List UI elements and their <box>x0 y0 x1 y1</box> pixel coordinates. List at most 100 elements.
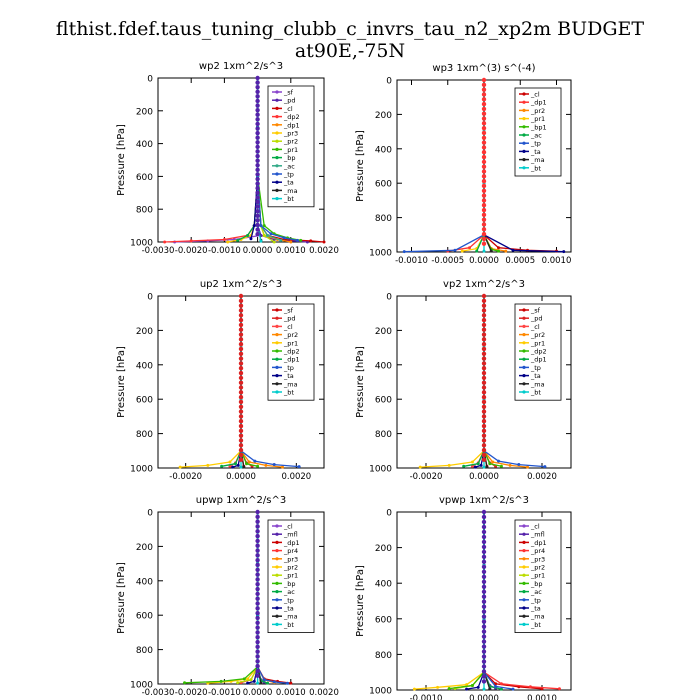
legend-marker <box>275 164 279 168</box>
y-axis-label: Pressure [hPa] <box>355 565 366 637</box>
series-line-pr1 <box>237 512 259 684</box>
series-point-pr2 <box>508 463 512 467</box>
legend-entry: _ac <box>283 588 295 596</box>
y-tick-label: 1000 <box>369 249 392 259</box>
legend-marker <box>275 98 279 102</box>
legend-entry: _dp1 <box>283 121 300 129</box>
profile-marker <box>255 94 260 99</box>
profile-marker <box>481 130 487 136</box>
profile-marker <box>255 80 260 85</box>
legend-entry: _cl <box>530 323 540 331</box>
series-point-ta <box>252 224 256 228</box>
series-point-bp <box>470 684 474 688</box>
profile-marker <box>481 111 487 116</box>
legend-box <box>514 519 562 633</box>
profile-marker <box>255 639 260 645</box>
legend-entry: _mfl <box>530 531 545 539</box>
profile-marker <box>255 75 260 81</box>
profile-marker <box>238 443 244 448</box>
profile-marker <box>481 116 487 121</box>
profile-marker <box>481 198 487 203</box>
profile-marker <box>481 664 487 669</box>
y-tick-label: 800 <box>136 430 153 440</box>
profile-marker <box>255 144 260 150</box>
series-point-dp1 <box>233 462 237 466</box>
profile-marker <box>238 404 244 409</box>
legend-entry: _dp2 <box>283 348 300 356</box>
legend-entry: _pd <box>283 97 296 105</box>
profile-marker <box>255 117 260 122</box>
legend-entry: _pr2 <box>283 138 298 146</box>
legend-entry: _pr3 <box>283 130 298 138</box>
series-point-tp <box>453 248 457 252</box>
profile-marker <box>481 366 487 371</box>
series-point-pr1 <box>299 238 303 242</box>
y-tick-label: 800 <box>136 206 153 216</box>
profile-marker <box>255 509 260 515</box>
series-point-ta <box>249 237 253 241</box>
series-point-ac <box>499 687 503 691</box>
series-line-pr3 <box>227 78 259 243</box>
series-point-pr1 <box>262 224 266 228</box>
y-tick-label: 0 <box>386 293 392 303</box>
legend-marker <box>522 365 526 369</box>
legend-entry: _cl <box>283 523 293 531</box>
legend-entry: _dp1 <box>530 539 547 547</box>
profile-marker <box>481 452 487 458</box>
legend-marker <box>522 117 526 121</box>
profile-marker <box>481 121 487 126</box>
legend-entry: _bt <box>283 195 294 203</box>
legend-marker <box>522 133 526 137</box>
profile-marker <box>238 361 244 366</box>
profile-marker <box>481 509 487 515</box>
series-point-dp1 <box>468 246 471 250</box>
series-point-tp <box>497 459 500 463</box>
legend-marker <box>522 565 526 569</box>
chart-panel-1: wp2 1xm^2/s^3 Pressure [hPa] 0 200 400 600 800… <box>116 61 339 256</box>
series-point-ma <box>242 465 246 469</box>
legend-marker <box>522 324 526 328</box>
profile-marker <box>238 380 244 385</box>
profile-marker <box>481 447 487 453</box>
legend-marker <box>522 549 526 553</box>
profile-marker <box>255 663 260 669</box>
series-point-pr2 <box>436 685 440 689</box>
profile-marker <box>481 385 487 390</box>
legend-entry: _ac <box>530 132 542 140</box>
legend-entry: _cl <box>283 323 293 331</box>
profile-marker <box>255 567 260 572</box>
legend-entry: _cl <box>283 105 293 113</box>
legend-marker <box>522 357 526 361</box>
series-point-ac <box>266 681 270 685</box>
y-tick-label: 0 <box>147 509 153 519</box>
series-point-tp <box>282 236 286 240</box>
profile-marker <box>255 103 260 108</box>
profile-marker <box>255 227 260 232</box>
profile-marker <box>255 84 260 90</box>
x-tick-label: 0.0000 <box>243 688 273 698</box>
legend-entry: _bp1 <box>530 123 547 131</box>
series-line-bp <box>184 512 259 684</box>
x-tick-label: -0.0010 <box>410 694 443 700</box>
profile-marker <box>238 433 244 438</box>
chart-panel-5: upwp 1xm^2/s^3 Pressure [hPa] 0 200 400 600 80… <box>116 495 339 698</box>
x-tick-label: -0.0020 <box>175 246 208 256</box>
legend-entry: _bp <box>283 580 296 588</box>
series-point-bp <box>183 681 187 685</box>
series-point-tp <box>402 250 406 254</box>
profile-marker <box>238 457 244 462</box>
profile-marker <box>255 135 260 140</box>
profile-marker <box>481 207 487 213</box>
legend-entry: _pr2 <box>283 564 298 572</box>
series-point-cl <box>322 240 326 244</box>
profile-marker <box>481 549 487 555</box>
series-point-bp <box>242 677 246 681</box>
x-tick-label: -0.0010 <box>208 688 241 698</box>
series-point-bp <box>447 687 451 691</box>
legend-entry: _sf <box>530 307 541 315</box>
legend-entry: _ta <box>283 372 294 380</box>
y-tick-label: 400 <box>136 140 153 150</box>
legend-marker <box>522 598 526 602</box>
series-point-bp1 <box>497 249 500 253</box>
